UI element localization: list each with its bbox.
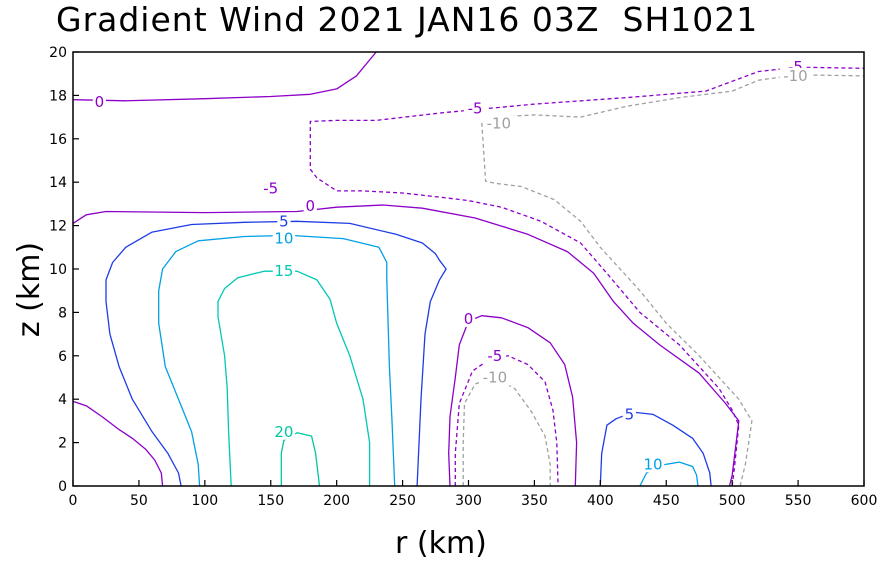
contour-label: -5 xyxy=(263,180,278,198)
y-tick-label: 14 xyxy=(49,175,67,191)
x-tick-label: 450 xyxy=(653,493,680,509)
y-tick-label: 12 xyxy=(49,219,67,235)
y-tick-label: 0 xyxy=(58,479,67,495)
contour-label-bg xyxy=(272,263,296,280)
x-tick-label: 400 xyxy=(587,493,614,509)
x-tick-label: 0 xyxy=(69,493,78,509)
contour-label: -5 xyxy=(468,99,483,117)
contour-line-10 xyxy=(158,234,396,487)
y-tick-label: 18 xyxy=(49,88,67,104)
y-tick-label: 6 xyxy=(58,349,67,365)
contour-label: 20 xyxy=(274,423,293,441)
y-tick-label: 20 xyxy=(49,45,67,61)
contour-label: -10 xyxy=(783,67,808,85)
x-axis-ticks: 0 50 100 150 200 250 300 350 400 450 500 550 600 xyxy=(69,480,878,509)
contour-label: 10 xyxy=(644,455,663,473)
x-tick-label: 150 xyxy=(257,493,284,509)
x-tick-label: 250 xyxy=(389,493,416,509)
contour-label-bg xyxy=(463,100,487,117)
contour-label-bg xyxy=(461,310,476,327)
y-axis-ticks: 0 2 4 6 8 10 12 14 16 18 20 xyxy=(49,45,79,495)
x-tick-label: 100 xyxy=(191,493,218,509)
contour-label-bg xyxy=(779,67,812,84)
x-tick-label: 350 xyxy=(521,493,548,509)
contour-line-0 xyxy=(448,315,578,487)
contour-label-bg xyxy=(272,423,296,440)
contour-line--5 xyxy=(454,355,559,487)
contour-label-bg xyxy=(483,115,515,132)
contour-line-5 xyxy=(105,220,447,487)
x-axis-label: r (km) xyxy=(395,526,487,561)
contour-label-bg xyxy=(483,347,507,364)
contour-label-bg xyxy=(277,213,291,230)
contour-label: 5 xyxy=(279,212,289,230)
contour-line-10 xyxy=(639,461,699,487)
contour-label: 0 xyxy=(95,93,105,111)
contour-label: -10 xyxy=(487,115,512,133)
y-tick-label: 8 xyxy=(58,305,67,321)
contour-line-20 xyxy=(280,432,321,487)
contour-line-0 xyxy=(72,51,377,102)
x-tick-label: 50 xyxy=(130,493,148,509)
x-tick-label: 500 xyxy=(719,493,746,509)
contour-line-0 xyxy=(72,400,164,487)
contour-label-bg xyxy=(641,456,665,473)
contour-line-5 xyxy=(599,411,712,487)
x-tick-label: 300 xyxy=(455,493,482,509)
contour-label: 15 xyxy=(274,262,293,280)
y-tick-label: 4 xyxy=(58,392,67,408)
y-tick-label: 2 xyxy=(58,436,67,452)
contour-line--5 xyxy=(309,66,865,487)
contour-label-bg xyxy=(622,406,636,423)
contour-lines xyxy=(72,51,865,487)
contour-line-15 xyxy=(217,270,371,487)
chart-title: Gradient Wind 2021 JAN16 03Z SH1021 xyxy=(56,0,759,39)
contour-label: 0 xyxy=(464,310,474,328)
contour-label: -10 xyxy=(483,369,508,387)
contour-label-bg xyxy=(303,198,317,215)
contour-label: 0 xyxy=(306,197,316,215)
contour-line-0 xyxy=(72,204,740,487)
x-tick-label: 200 xyxy=(323,493,350,509)
contour-label-bg xyxy=(259,180,282,197)
contour-label: 10 xyxy=(274,230,293,248)
contour-label-bg xyxy=(272,230,296,247)
contour-label: -5 xyxy=(487,347,502,365)
x-tick-label: 550 xyxy=(785,493,812,509)
x-tick-label: 600 xyxy=(851,493,878,509)
contour-label-bg xyxy=(479,369,511,386)
y-tick-label: 10 xyxy=(49,262,67,278)
contour-label-bg xyxy=(92,93,106,110)
contour-line--10 xyxy=(462,376,551,486)
y-tick-label: 16 xyxy=(49,132,67,148)
contour-label: 5 xyxy=(625,405,635,423)
